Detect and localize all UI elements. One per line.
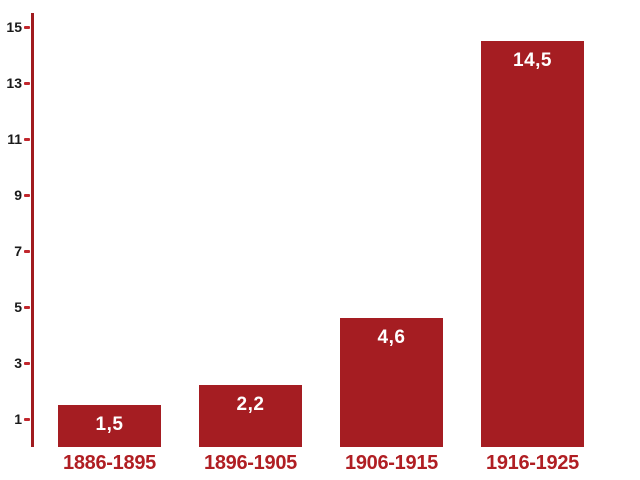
y-tick-mark [24, 362, 30, 365]
bar-1916-1925: 14,5 [481, 41, 584, 447]
y-tick-label: 9 [14, 187, 22, 203]
x-category-label: 1906-1915 [345, 452, 438, 474]
y-tick-mark [24, 26, 30, 29]
y-tick-label: 15 [6, 19, 22, 35]
bar-value-label: 1,5 [95, 414, 124, 435]
x-category-label: 1886-1895 [63, 452, 156, 474]
bar-value-label: 4,6 [377, 327, 406, 348]
y-tick-label: 3 [14, 355, 22, 371]
y-tick-label: 7 [14, 243, 22, 259]
y-tick-label: 11 [7, 131, 22, 147]
y-tick-mark [24, 138, 30, 141]
bar-value-label: 14,5 [513, 50, 552, 71]
y-tick-mark [24, 418, 30, 421]
y-tick-mark [24, 82, 30, 85]
y-tick-label: 13 [6, 75, 22, 91]
bar-1906-1915: 4,6 [340, 318, 443, 447]
bar-1886-1895: 1,5 [58, 405, 161, 447]
y-tick-mark [24, 250, 30, 253]
y-tick-label: 1 [14, 411, 22, 427]
bar-value-label: 2,2 [236, 394, 265, 415]
y-tick-mark [24, 194, 30, 197]
y-tick-mark [24, 306, 30, 309]
y-tick-label: 5 [14, 299, 22, 315]
x-category-label: 1916-1925 [486, 452, 579, 474]
bar-1896-1905: 2,2 [199, 385, 302, 447]
y-axis-line [31, 13, 34, 447]
x-category-label: 1896-1905 [204, 452, 297, 474]
